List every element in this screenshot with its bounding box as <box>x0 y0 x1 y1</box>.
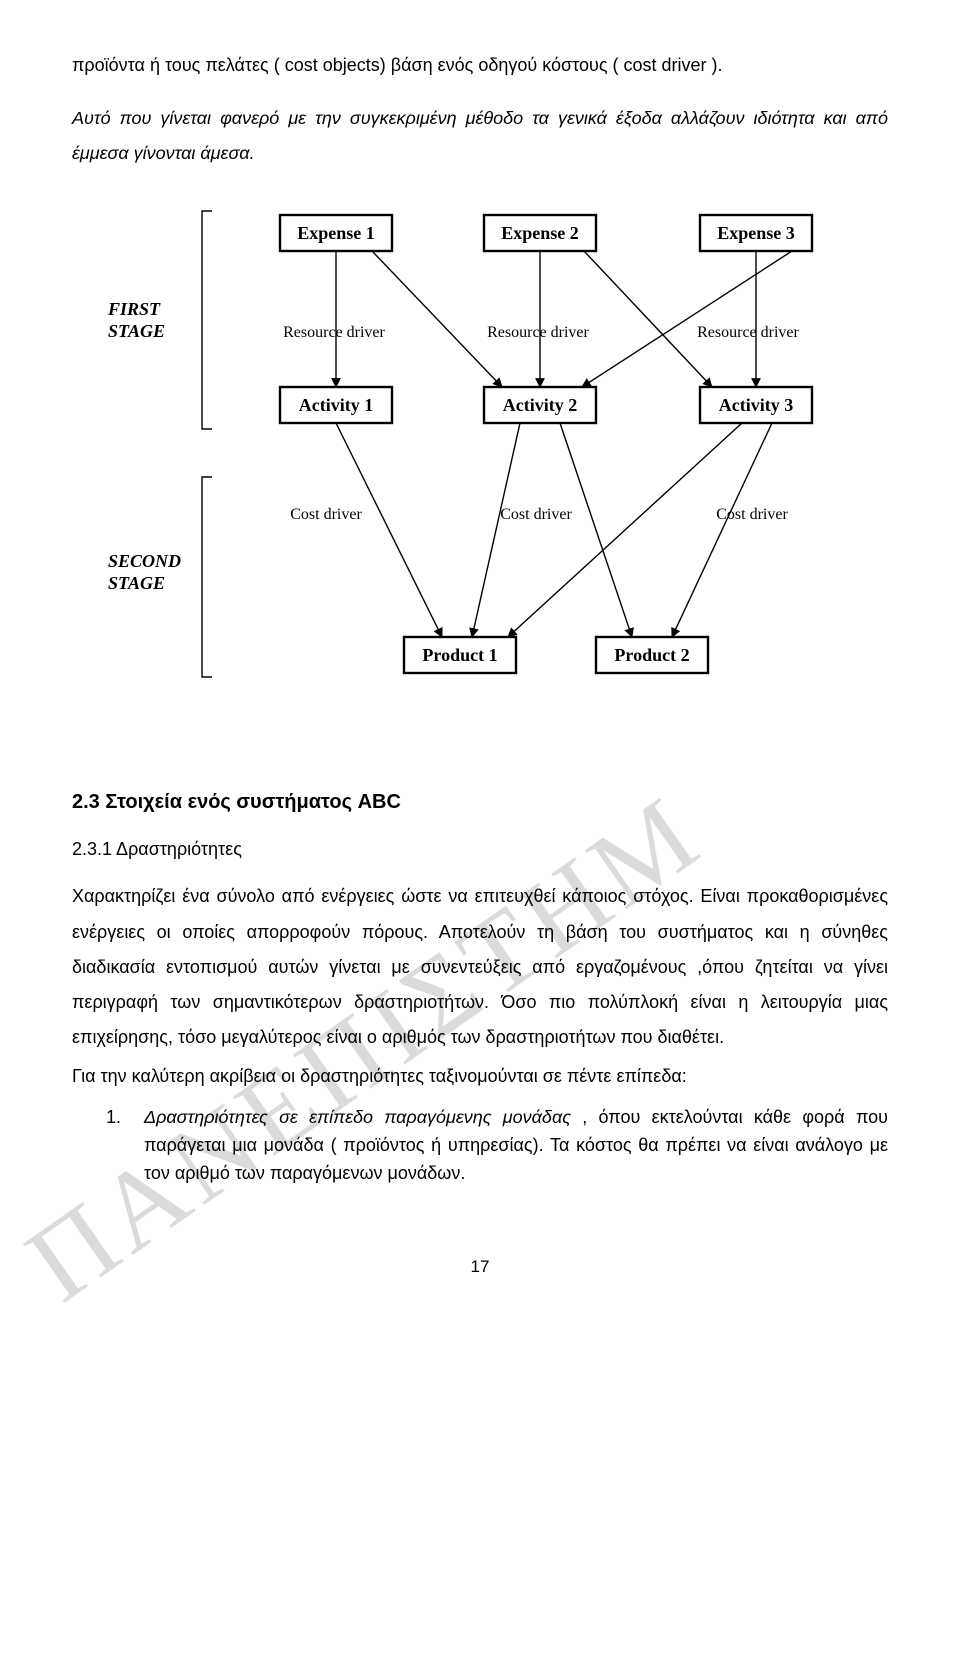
heading-2-3: 2.3 Στοιχεία ενός συστήματος ABC <box>72 783 888 822</box>
abc-flowchart: FIRSTSTAGESECONDSTAGEResource driverReso… <box>72 197 892 717</box>
intro-paragraph-1: προϊόντα ή τους πελάτες ( cost objects) … <box>72 48 888 83</box>
svg-text:Expense 3: Expense 3 <box>717 223 795 243</box>
svg-text:Activity 3: Activity 3 <box>719 395 793 415</box>
intro-paragraph-2: Αυτό που γίνεται φανερό με την συγκεκριμ… <box>72 101 888 171</box>
list-item: Δραστηριότητες σε επίπεδο παραγόμενης μο… <box>126 1104 888 1188</box>
svg-text:Activity 1: Activity 1 <box>299 395 373 415</box>
svg-text:Expense 1: Expense 1 <box>297 223 375 243</box>
body-paragraph-2: Για την καλύτερη ακρίβεια οι δραστηριότη… <box>72 1059 888 1094</box>
svg-text:STAGE: STAGE <box>108 573 165 593</box>
svg-text:Resource driver: Resource driver <box>487 324 589 341</box>
svg-text:FIRST: FIRST <box>107 299 161 319</box>
svg-text:Resource driver: Resource driver <box>283 324 385 341</box>
svg-text:Cost driver: Cost driver <box>290 506 362 523</box>
svg-text:Cost driver: Cost driver <box>500 506 572 523</box>
svg-text:Resource driver: Resource driver <box>697 324 799 341</box>
svg-text:Activity 2: Activity 2 <box>503 395 577 415</box>
list-item-lead: Δραστηριότητες σε επίπεδο παραγόμενης μο… <box>144 1107 571 1127</box>
svg-text:Expense 2: Expense 2 <box>501 223 579 243</box>
body-paragraph-1: Χαρακτηρίζει ένα σύνολο από ενέργειες ώσ… <box>72 879 888 1054</box>
heading-2-3-1: 2.3.1 Δραστηριότητες <box>72 832 888 867</box>
svg-text:Cost driver: Cost driver <box>716 506 788 523</box>
svg-text:Product 1: Product 1 <box>422 645 497 665</box>
svg-text:SECOND: SECOND <box>108 551 181 571</box>
levels-list: Δραστηριότητες σε επίπεδο παραγόμενης μο… <box>102 1104 888 1188</box>
page-number: 17 <box>72 1250 888 1283</box>
svg-text:Product 2: Product 2 <box>614 645 689 665</box>
svg-text:STAGE: STAGE <box>108 321 165 341</box>
